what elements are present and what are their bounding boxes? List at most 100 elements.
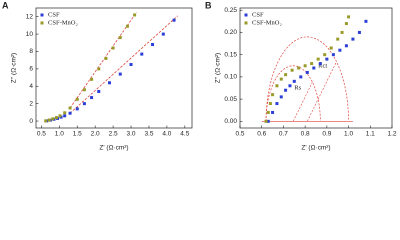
legend-marker	[40, 13, 44, 17]
x-tick-label: 4.0	[162, 131, 171, 138]
data-point	[347, 15, 351, 19]
legend-label: CSF-MnO₂	[252, 19, 282, 26]
data-point	[284, 73, 288, 77]
annotation: Rs	[294, 84, 301, 91]
fit-arc	[265, 36, 349, 122]
data-point	[275, 102, 279, 106]
legend-marker	[244, 13, 248, 17]
data-point	[51, 117, 55, 121]
legend-marker	[244, 21, 248, 25]
x-tick-label: 2.5	[109, 131, 118, 138]
data-point	[318, 62, 322, 66]
data-point	[54, 116, 58, 120]
y-tick-label: 12	[26, 13, 34, 20]
x-tick-label: 0.9	[322, 131, 331, 138]
data-point	[284, 88, 288, 92]
y-axis-label: Z'' (Ω·cm²)	[11, 53, 18, 83]
data-point	[151, 43, 155, 47]
x-axis-label: Z' (Ω·cm²)	[99, 145, 128, 152]
data-point	[82, 88, 86, 92]
data-point	[268, 102, 272, 106]
plot-frame	[239, 7, 393, 129]
x-tick-label: 4.5	[180, 131, 189, 138]
data-point	[331, 53, 335, 57]
data-point	[68, 111, 72, 115]
data-point	[133, 13, 137, 17]
data-point	[75, 97, 79, 101]
data-point	[172, 18, 176, 22]
x-tick-label: 0.6	[257, 131, 266, 138]
data-point	[44, 119, 48, 123]
data-point	[325, 57, 329, 61]
data-point	[344, 22, 348, 26]
data-point	[271, 110, 275, 114]
data-point	[303, 64, 307, 68]
data-point	[63, 111, 67, 115]
x-tick-label: 1.1	[366, 131, 375, 138]
data-point	[97, 89, 101, 93]
legend-marker	[40, 21, 44, 25]
data-point	[340, 30, 344, 34]
x-tick-label: 1.5	[73, 131, 82, 138]
x-tick-label: 1.0	[55, 131, 64, 138]
data-point	[58, 114, 62, 118]
data-point	[63, 114, 67, 118]
x-tick-label: 1.0	[344, 131, 353, 138]
legend-label: CSF	[48, 11, 60, 18]
x-tick-label: 3.5	[144, 131, 153, 138]
plot-frame	[35, 7, 193, 129]
y-tick-label: 0.15	[224, 51, 237, 58]
data-point	[329, 46, 333, 50]
data-point	[104, 56, 108, 60]
data-point	[288, 84, 292, 88]
fit-radius	[292, 82, 313, 122]
data-point	[82, 102, 86, 106]
y-tick-label: 0.05	[224, 96, 237, 103]
data-point	[357, 30, 361, 34]
annotation: Rct	[318, 62, 327, 69]
panel-label: A	[2, 0, 9, 10]
data-point	[118, 72, 122, 76]
data-point	[305, 70, 309, 74]
x-tick-label: 3.0	[127, 131, 136, 138]
figure: A 0.5 1.0 1.5 2.0 2.5 3.0 3.5 4.0 4.5 0 2 4 6 8 10 12 Z' …	[2, 0, 397, 152]
y-tick-label: 8	[29, 48, 33, 55]
x-tick-label: 1.2	[387, 131, 396, 138]
data-point	[290, 68, 294, 72]
data-point	[336, 37, 340, 41]
data-point	[279, 77, 283, 81]
data-point	[264, 119, 268, 123]
data-point	[316, 57, 320, 61]
data-point	[310, 62, 314, 66]
data-point	[68, 106, 72, 110]
data-point	[364, 19, 368, 23]
data-point	[338, 48, 342, 52]
data-point	[266, 119, 270, 123]
legend-label: CSF	[252, 11, 264, 18]
y-tick-label: 0.00	[224, 118, 237, 125]
x-axis-label: Z' (Ω·cm²)	[301, 145, 330, 152]
data-point	[344, 44, 348, 48]
y-tick-label: 10	[26, 31, 34, 38]
x-tick-label: 2.0	[91, 131, 100, 138]
data-point	[351, 37, 355, 41]
data-point	[90, 96, 94, 100]
y-tick-label: 0.10	[224, 74, 237, 81]
fit-radius	[307, 62, 337, 122]
x-tick-label: 0.5	[235, 131, 244, 138]
data-point	[108, 81, 112, 85]
data-point	[312, 66, 316, 70]
y-tick-label: 6	[29, 66, 33, 73]
data-point	[275, 84, 279, 88]
y-tick-label: 0	[29, 118, 33, 125]
data-point	[292, 79, 296, 83]
y-tick-label: 4	[29, 83, 33, 90]
data-point	[97, 67, 101, 71]
data-point	[297, 66, 301, 70]
fit-line	[69, 12, 137, 109]
data-point	[140, 52, 144, 56]
data-point	[125, 24, 129, 28]
data-point	[111, 46, 115, 50]
data-point	[299, 75, 303, 79]
data-point	[129, 63, 133, 67]
